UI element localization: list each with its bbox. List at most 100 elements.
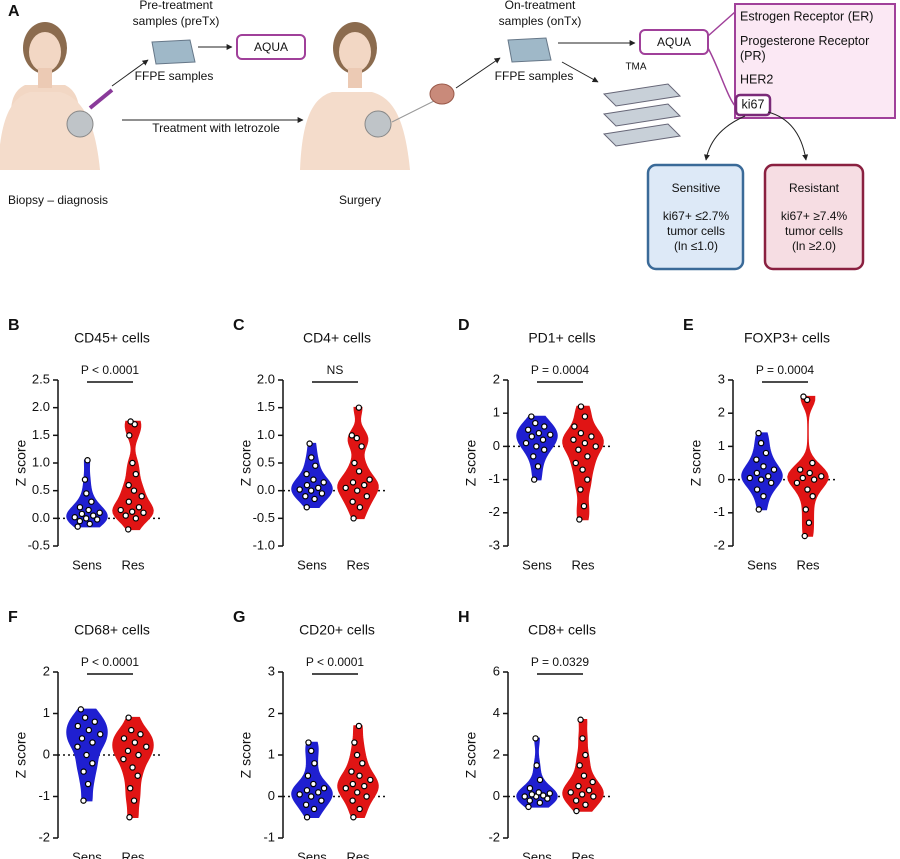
box-line: ki67+ ≤2.7% bbox=[663, 209, 730, 223]
data-point bbox=[589, 778, 596, 786]
y-tick-label: -0.5 bbox=[28, 537, 50, 552]
data-point bbox=[534, 463, 542, 470]
data-point bbox=[307, 487, 315, 494]
data-point bbox=[348, 768, 355, 775]
data-point bbox=[530, 453, 537, 460]
data-point bbox=[74, 722, 82, 730]
significance-label: P = 0.0329 bbox=[531, 655, 589, 669]
data-point bbox=[342, 785, 349, 792]
y-tick-label: 0 bbox=[43, 746, 50, 761]
marker: HER2 bbox=[740, 72, 773, 86]
data-point bbox=[577, 429, 585, 437]
data-point bbox=[93, 516, 101, 523]
data-point bbox=[86, 520, 93, 528]
data-point bbox=[349, 797, 356, 804]
data-point bbox=[575, 782, 582, 790]
y-tick-label: 1 bbox=[268, 746, 275, 761]
y-tick-label: 1.5 bbox=[257, 399, 275, 414]
data-point bbox=[544, 795, 551, 802]
data-point bbox=[810, 476, 818, 483]
data-point bbox=[348, 432, 356, 439]
data-point bbox=[303, 814, 311, 821]
y-tick-label: 0.0 bbox=[257, 482, 275, 497]
y-tick-label: -1 bbox=[713, 504, 725, 519]
data-point bbox=[755, 429, 762, 437]
data-point bbox=[528, 791, 536, 798]
data-point bbox=[818, 473, 825, 480]
data-point bbox=[575, 446, 582, 453]
on-title: samples (onTx) bbox=[499, 14, 582, 28]
data-point bbox=[125, 498, 133, 505]
data-point bbox=[80, 797, 87, 804]
y-tick-label: 1 bbox=[718, 438, 725, 453]
patient-figure bbox=[0, 22, 114, 170]
x-tick-label: Res bbox=[571, 557, 595, 572]
data-point bbox=[97, 731, 104, 738]
data-point bbox=[302, 801, 310, 809]
significance-label: P < 0.0001 bbox=[81, 363, 139, 377]
data-point bbox=[76, 517, 84, 525]
data-point bbox=[83, 751, 90, 759]
data-point bbox=[125, 481, 132, 489]
slide-icon bbox=[151, 39, 196, 65]
data-point bbox=[525, 803, 532, 811]
data-point bbox=[801, 532, 808, 540]
data-point bbox=[131, 739, 139, 746]
violin bbox=[337, 406, 379, 520]
marker: Progesterone Receptor (PR) bbox=[740, 34, 870, 63]
data-point bbox=[572, 459, 579, 467]
pre-title: samples (preTx) bbox=[133, 14, 220, 28]
significance-label: P = 0.0004 bbox=[756, 363, 814, 377]
data-point bbox=[124, 747, 132, 755]
aqua-label: AQUA bbox=[657, 35, 691, 49]
data-point bbox=[350, 515, 357, 522]
data-point bbox=[796, 466, 804, 473]
panel-label: B bbox=[8, 317, 20, 334]
y-tick-label: 2 bbox=[493, 371, 500, 386]
y-axis-label: Z score bbox=[463, 731, 479, 778]
data-point bbox=[349, 498, 356, 505]
y-tick-label: 2 bbox=[718, 405, 725, 420]
data-point bbox=[757, 476, 765, 483]
panel-label: E bbox=[683, 317, 694, 334]
data-point bbox=[582, 801, 589, 809]
data-point bbox=[805, 519, 813, 526]
data-point bbox=[307, 793, 315, 800]
x-tick-label: Res bbox=[346, 557, 370, 572]
panel-label: A bbox=[8, 3, 20, 20]
data-point bbox=[804, 486, 811, 493]
data-point bbox=[363, 793, 370, 800]
box-line: ki67+ ≥7.4% bbox=[781, 209, 848, 223]
violin bbox=[337, 725, 379, 818]
violin-chart: B CD45+ cells Z score -0.5 0.0 0.5 1.0 1.5 2.0 2.… bbox=[8, 317, 160, 572]
data-point bbox=[770, 466, 778, 473]
data-point bbox=[753, 486, 761, 493]
data-point bbox=[84, 780, 92, 788]
data-point bbox=[77, 706, 85, 713]
surgery-label: Surgery bbox=[339, 193, 381, 207]
y-axis-label: Z score bbox=[238, 731, 254, 778]
chart-title: PD1+ cells bbox=[528, 330, 595, 346]
panel-label: H bbox=[458, 609, 470, 626]
y-tick-label: 0.5 bbox=[257, 454, 275, 469]
ffpe-label: FFPE samples bbox=[495, 69, 574, 83]
data-point bbox=[351, 459, 358, 467]
x-tick-label: Sens bbox=[522, 849, 552, 859]
violin-chart: E FOXP3+ cells Z score -2 -1 0 1 2 3 Sens Res P = 0… bbox=[683, 317, 835, 572]
data-point bbox=[308, 454, 315, 461]
data-point bbox=[315, 789, 322, 796]
x-tick-label: Sens bbox=[72, 557, 102, 572]
data-point bbox=[78, 510, 86, 518]
data-point bbox=[535, 789, 542, 796]
data-point bbox=[580, 502, 588, 510]
tma-label: TMA bbox=[625, 62, 646, 73]
data-point bbox=[793, 479, 801, 487]
data-point bbox=[353, 487, 361, 494]
data-point bbox=[351, 739, 358, 746]
y-tick-label: -2 bbox=[713, 537, 725, 552]
panel-a: A Pre-treatment samples (preTx) FFPE sam… bbox=[0, 0, 896, 271]
data-point bbox=[78, 735, 86, 742]
data-point bbox=[90, 512, 97, 519]
y-tick-label: -2 bbox=[38, 829, 50, 844]
